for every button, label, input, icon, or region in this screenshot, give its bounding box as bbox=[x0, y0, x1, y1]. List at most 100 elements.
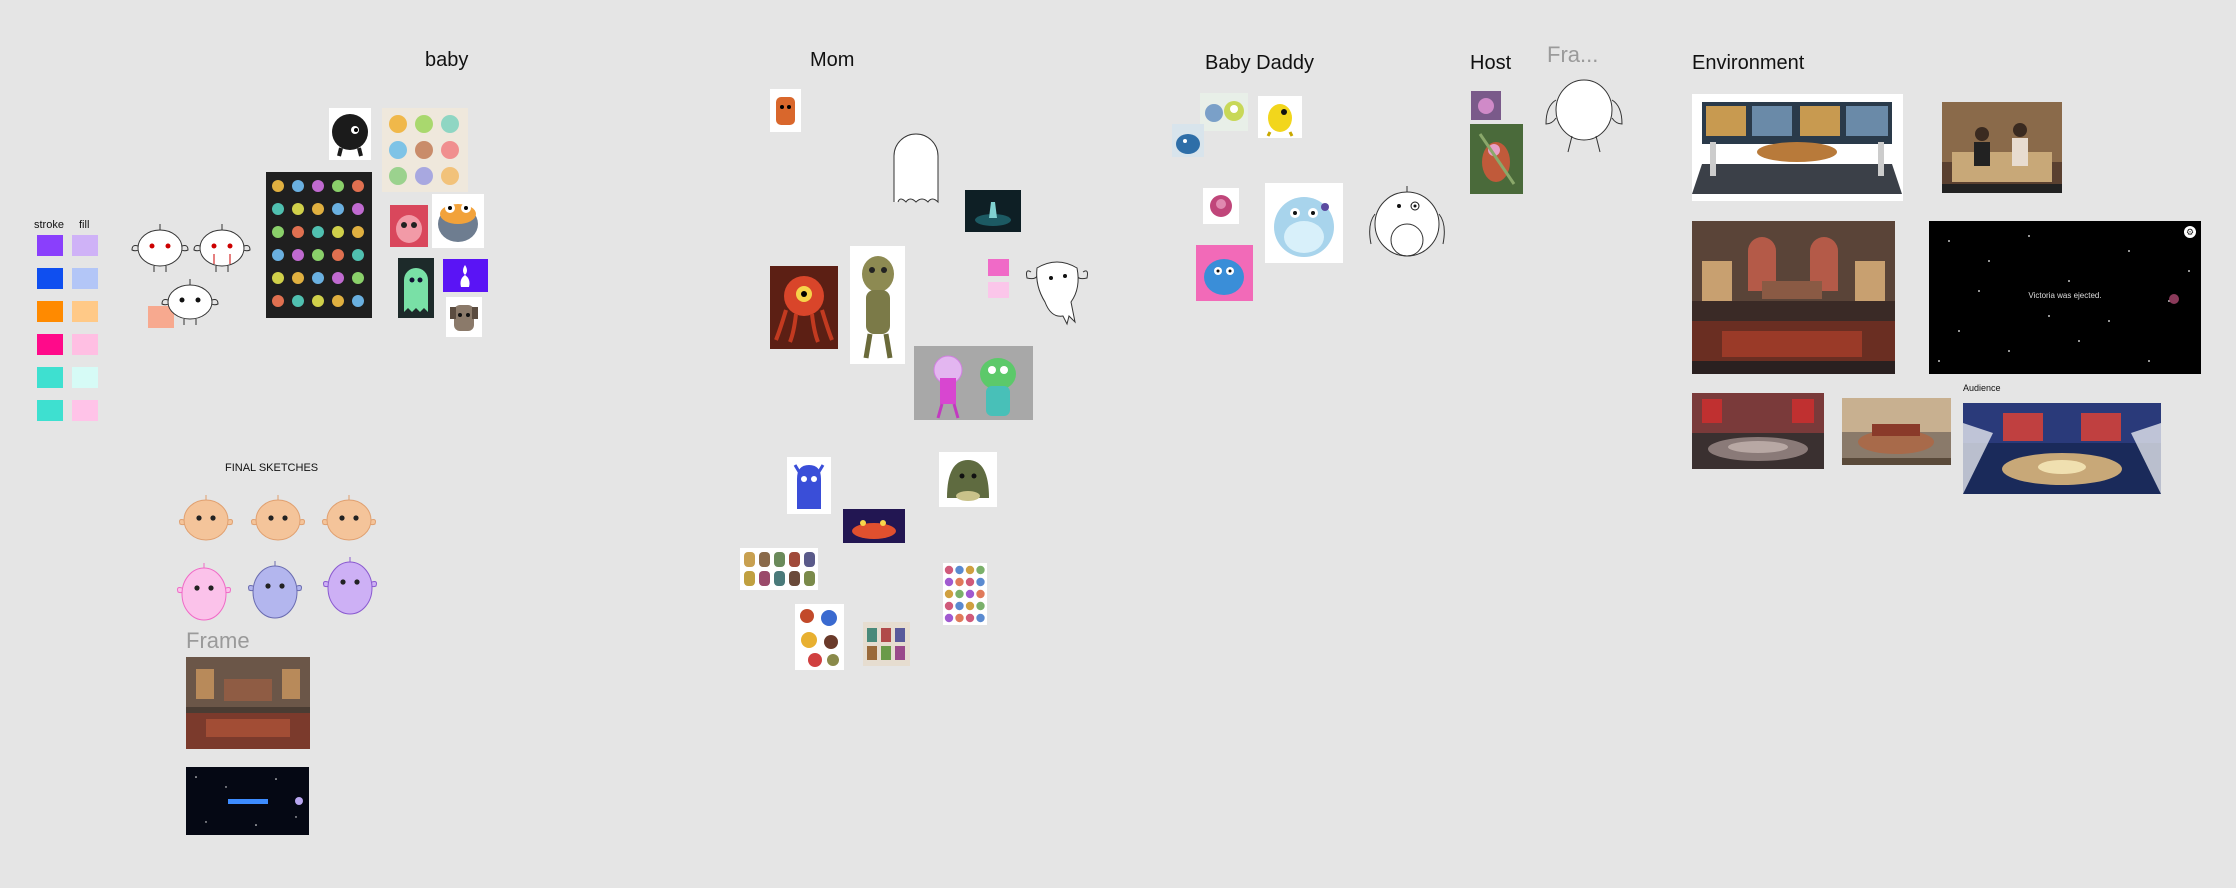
heading-mom[interactable]: Mom bbox=[810, 49, 855, 71]
frame-thumb-stage[interactable] bbox=[186, 657, 310, 749]
star bbox=[1988, 260, 1990, 262]
mom-ref-green-blob[interactable] bbox=[939, 452, 997, 507]
palette-fill-swatch[interactable] bbox=[72, 301, 98, 322]
host-ref-creature[interactable] bbox=[1470, 124, 1523, 194]
env-ref-news-desk[interactable] bbox=[1692, 94, 1903, 201]
heading-final-sketches[interactable]: FINAL SKETCHES bbox=[225, 462, 319, 474]
baby-ref-dark-creature-grid[interactable] bbox=[266, 172, 372, 318]
star bbox=[1978, 290, 1980, 292]
grid-creature-blob bbox=[332, 249, 344, 261]
grid-creature-blob bbox=[292, 180, 304, 192]
mom-ref-green-gremlin[interactable] bbox=[850, 246, 905, 364]
env-ref-studio-round-stage[interactable] bbox=[1692, 393, 1824, 469]
env-ref-audience-arena[interactable] bbox=[1963, 403, 2161, 494]
palette-stroke-swatch[interactable] bbox=[37, 235, 63, 256]
mom-ref-dark-scene[interactable] bbox=[965, 190, 1021, 232]
mom-ref-blue-creature[interactable] bbox=[787, 457, 831, 514]
baby-sketch-outline-3[interactable] bbox=[160, 276, 220, 326]
palette-fill-label: fill bbox=[79, 219, 90, 231]
grid-creature-blob bbox=[352, 180, 364, 192]
palette-fill-swatch[interactable] bbox=[72, 400, 98, 421]
final-sketch-character[interactable] bbox=[176, 562, 232, 624]
grid-creature-blob bbox=[332, 203, 344, 215]
mom-sketch-ghost[interactable] bbox=[890, 130, 942, 206]
frame-label-fra[interactable]: Fra... bbox=[1547, 42, 1599, 67]
mom-pink-light-swatch[interactable] bbox=[988, 282, 1009, 298]
mom-ref-orange-creature[interactable] bbox=[770, 89, 801, 132]
baby-ref-purple-figure[interactable] bbox=[443, 259, 488, 292]
heading-audience[interactable]: Audience bbox=[1963, 383, 2001, 393]
palette-stroke-swatch[interactable] bbox=[37, 301, 63, 322]
mom-ref-monster-sticker-sheet[interactable] bbox=[943, 563, 987, 625]
mom-ref-plush-lineup[interactable] bbox=[740, 548, 818, 590]
final-sketch-character[interactable] bbox=[250, 494, 306, 556]
sticker-monster bbox=[976, 565, 985, 575]
palette-stroke-label: stroke bbox=[34, 219, 64, 231]
star bbox=[2148, 360, 2150, 362]
baby-daddy-ref-small-monsters[interactable] bbox=[1200, 93, 1248, 131]
baby-ref-black-character[interactable] bbox=[329, 108, 371, 160]
grid-creature-blob bbox=[272, 203, 284, 215]
mom-ref-character-collage[interactable] bbox=[795, 604, 844, 670]
palette-fill-swatch[interactable] bbox=[72, 268, 98, 289]
heading-baby-daddy[interactable]: Baby Daddy bbox=[1205, 52, 1314, 74]
frame-label-frame[interactable]: Frame bbox=[186, 628, 250, 653]
grid-creature-blob bbox=[332, 295, 344, 307]
sticker-monster bbox=[955, 601, 964, 611]
final-sketch-character[interactable] bbox=[178, 494, 234, 556]
mom-sketch-creature[interactable] bbox=[1025, 254, 1089, 328]
baby-daddy-ref-blue-blob[interactable] bbox=[1172, 124, 1204, 157]
baby-ref-green-ghost[interactable] bbox=[398, 258, 434, 318]
baby-daddy-sketch[interactable] bbox=[1365, 184, 1449, 264]
star bbox=[2068, 280, 2070, 282]
salmon-swatch[interactable] bbox=[148, 306, 174, 328]
mom-ref-red-octopus[interactable] bbox=[770, 266, 838, 349]
baby-sketch-outline-2[interactable] bbox=[192, 222, 252, 274]
baby-ref-dog-toy[interactable] bbox=[446, 297, 482, 337]
final-sketch-character[interactable] bbox=[321, 494, 377, 556]
mom-ref-alien-pair[interactable] bbox=[914, 346, 1033, 420]
sticker-monster bbox=[955, 565, 964, 575]
env-ref-talk-show-stage[interactable] bbox=[1692, 221, 1895, 374]
settings-gear-icon[interactable]: ⚙ bbox=[2184, 226, 2196, 238]
heading-baby[interactable]: baby bbox=[425, 49, 469, 71]
grid-creature-blob bbox=[312, 295, 324, 307]
palette-stroke-swatch[interactable] bbox=[37, 367, 63, 388]
baby-ref-orange-monster[interactable] bbox=[432, 194, 484, 248]
mom-ref-toy-collection[interactable] bbox=[863, 622, 910, 666]
env-ref-space-ejection[interactable]: Victoria was ejected. ⚙ bbox=[1929, 221, 2201, 374]
frame-thumb-space[interactable] bbox=[186, 767, 309, 835]
palette-fill-swatch[interactable] bbox=[72, 334, 98, 355]
final-sketch-character[interactable] bbox=[247, 560, 303, 622]
palette-fill-swatch[interactable] bbox=[72, 367, 98, 388]
baby-daddy-ref-fluffy-blue[interactable] bbox=[1196, 245, 1253, 301]
grid-creature-blob bbox=[352, 249, 364, 261]
grid-creature-blob bbox=[332, 226, 344, 238]
host-sketch[interactable] bbox=[1544, 70, 1624, 158]
heading-host[interactable]: Host bbox=[1470, 52, 1512, 74]
final-sketch-character[interactable] bbox=[322, 556, 378, 618]
plush-toy bbox=[774, 552, 785, 567]
grid-creature-blob bbox=[312, 180, 324, 192]
sticker-monster bbox=[955, 613, 964, 623]
baby-daddy-ref-big-blue-monster[interactable] bbox=[1265, 183, 1343, 263]
star bbox=[2028, 235, 2030, 237]
heading-environment[interactable]: Environment bbox=[1692, 52, 1805, 74]
baby-daddy-ref-pink-ball[interactable] bbox=[1203, 188, 1239, 224]
baby-ref-monster-sheet[interactable] bbox=[382, 108, 468, 192]
plush-toy bbox=[744, 571, 755, 586]
plush-toy bbox=[804, 571, 815, 586]
palette-fill-swatch[interactable] bbox=[72, 235, 98, 256]
env-ref-lounge-stage[interactable] bbox=[1842, 398, 1951, 465]
palette-stroke-swatch[interactable] bbox=[37, 400, 63, 421]
baby-ref-pink-creature[interactable] bbox=[390, 205, 428, 247]
host-ref-small[interactable] bbox=[1471, 91, 1501, 120]
env-ref-talk-show-guests[interactable] bbox=[1942, 102, 2062, 193]
grid-creature-blob bbox=[292, 226, 304, 238]
baby-sketch-outline-1[interactable] bbox=[130, 222, 190, 274]
mom-ref-purple-scene[interactable] bbox=[843, 509, 905, 543]
palette-stroke-swatch[interactable] bbox=[37, 334, 63, 355]
palette-stroke-swatch[interactable] bbox=[37, 268, 63, 289]
mom-pink-swatch[interactable] bbox=[988, 259, 1009, 276]
baby-daddy-ref-yellow-creature[interactable] bbox=[1258, 96, 1302, 138]
